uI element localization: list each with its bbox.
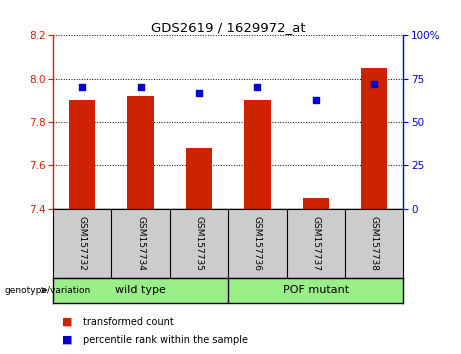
Title: GDS2619 / 1629972_at: GDS2619 / 1629972_at (151, 21, 306, 34)
Text: POF mutant: POF mutant (283, 285, 349, 295)
Point (137, 85, 144, 90)
Point (195, 90, 203, 96)
Bar (186, 148, 212, 209)
Point (371, 81, 378, 87)
Text: GSM157735: GSM157735 (195, 216, 203, 271)
Text: transformed count: transformed count (83, 317, 174, 327)
Text: GSM157738: GSM157738 (370, 216, 378, 271)
Bar (244, 101, 271, 209)
Text: ■: ■ (62, 335, 76, 345)
Bar (127, 96, 154, 209)
Point (254, 85, 261, 90)
Point (312, 97, 319, 102)
Bar (69, 101, 95, 209)
Text: GSM157732: GSM157732 (78, 216, 87, 271)
Bar (302, 198, 329, 209)
Point (78, 85, 86, 90)
Bar (361, 68, 387, 209)
Text: wild type: wild type (115, 285, 166, 295)
Text: GSM157734: GSM157734 (136, 216, 145, 271)
Text: percentile rank within the sample: percentile rank within the sample (83, 335, 248, 345)
Text: genotype/variation: genotype/variation (5, 286, 91, 295)
Text: GSM157737: GSM157737 (311, 216, 320, 271)
Text: GSM157736: GSM157736 (253, 216, 262, 271)
Text: ■: ■ (62, 317, 76, 327)
